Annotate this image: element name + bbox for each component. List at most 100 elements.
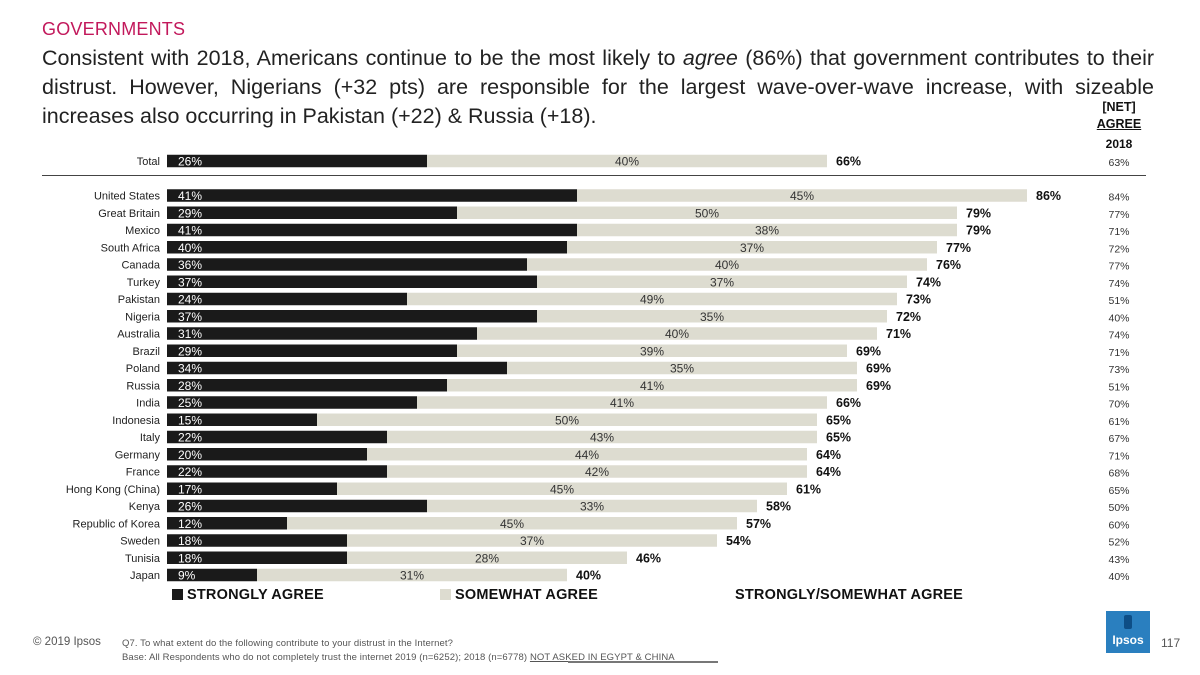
bar-strongly-agree [167,344,457,357]
logo-mark-icon [1124,615,1132,629]
category-label: France [126,467,160,479]
label-somewhat-agree: 35% [700,310,724,324]
section-label: GOVERNMENTS [42,19,186,39]
bar-strongly-agree [167,448,367,461]
bar-strongly-agree [167,517,287,530]
copyright: © 2019 Ipsos [33,636,101,648]
category-label: Italy [140,432,161,444]
bar-somewhat-agree [407,292,897,306]
label-somewhat-agree: 33% [580,500,604,514]
label-total-agree: 72% [896,310,921,324]
label-total-agree: 69% [856,344,881,358]
label-strongly-agree: 28% [178,379,202,393]
label-net-2018: 68% [1108,468,1129,480]
headline-part-2: (86%) that government contributes to the… [42,46,1155,128]
label-net-2018: 52% [1108,537,1129,549]
label-somewhat-agree: 43% [590,431,614,445]
category-label: Canada [121,260,160,272]
label-net-2018: 40% [1108,571,1129,583]
net-agree-header: [NET] AGREE [1090,99,1148,133]
label-somewhat-agree: 42% [585,465,609,479]
category-label: India [136,398,161,410]
bar-strongly-agree [167,413,317,426]
bar-somewhat-agree [507,361,857,375]
label-strongly-agree: 41% [178,224,202,238]
label-net-2018: 77% [1108,209,1129,221]
bar-strongly-agree [167,430,387,444]
label-net-2018: 70% [1108,399,1129,411]
legend-somewhat-swatch [440,589,451,600]
bar-somewhat-agree [257,568,567,582]
label-somewhat-agree: 49% [640,293,664,307]
label-strongly-agree: 9% [178,569,196,583]
bar-somewhat-agree [287,517,737,530]
category-label: Poland [126,363,160,375]
label-total-agree: 65% [826,431,851,445]
label-somewhat-agree: 50% [695,206,719,220]
bar-strongly-agree [167,327,477,340]
footnote: Q7. To what extent do the following cont… [122,637,675,665]
category-label: Germany [115,449,161,461]
label-strongly-agree: 26% [178,155,202,169]
label-total-agree: 76% [936,258,961,272]
bar-strongly-agree [167,241,567,254]
headline-part-1: Consistent with 2018, Americans continue… [42,46,683,70]
bar-strongly-agree [167,499,427,513]
label-strongly-agree: 36% [178,258,202,272]
label-net-2018: 43% [1108,554,1129,566]
category-label: Pakistan [118,294,160,306]
bar-strongly-agree [167,568,257,582]
label-total-agree: 69% [866,362,891,376]
label-total-agree: 79% [966,206,991,220]
bar-somewhat-agree [527,258,927,271]
label-somewhat-agree: 38% [755,224,779,238]
label-somewhat-agree: 45% [790,189,814,203]
label-total-agree: 86% [1036,189,1061,203]
label-total-agree: 73% [906,293,931,307]
bar-strongly-agree [167,223,577,237]
category-label: Indonesia [112,415,161,427]
label-net-2018: 71% [1108,226,1129,238]
label-somewhat-agree: 28% [475,551,499,565]
stacked-bar-chart: Total 26% 40% 66% 63% United States 41% 45% 86% 8… [66,155,1130,584]
label-somewhat-agree: 41% [640,379,664,393]
label-somewhat-agree: 39% [640,344,664,358]
bar-strongly-agree [167,482,337,495]
label-net-2018: 77% [1108,261,1129,273]
label-total-agree: 66% [836,396,861,410]
label-somewhat-agree: 31% [400,569,424,583]
label-somewhat-agree: 45% [500,517,524,531]
bar-strongly-agree [167,551,347,564]
bar-somewhat-agree [447,379,857,392]
year-2018-header: 2018 [1105,137,1133,151]
label-total-agree: 71% [886,327,911,341]
category-label: Tunisia [125,553,161,565]
bar-somewhat-agree [567,241,937,254]
category-label: Mexico [125,225,160,237]
question-text: Q7. To what extent do the following cont… [122,638,454,649]
category-label: Russia [126,380,161,392]
label-net-2018: 67% [1108,433,1129,445]
label-strongly-agree: 29% [178,206,202,220]
bar-strongly-agree [167,396,417,409]
label-somewhat-agree: 40% [615,155,639,169]
label-somewhat-agree: 37% [740,241,764,255]
page-number: 117 [1161,636,1181,650]
label-net-2018: 74% [1108,278,1129,290]
label-strongly-agree: 15% [178,413,202,427]
category-label: United States [94,191,161,203]
label-strongly-agree: 22% [178,465,202,479]
label-net-2018: 51% [1108,381,1129,393]
label-net-2018: 50% [1108,502,1129,514]
label-net-2018: 51% [1108,295,1129,307]
label-net-2018: 73% [1108,364,1129,376]
label-somewhat-agree: 50% [555,413,579,427]
label-strongly-agree: 29% [178,344,202,358]
legend-somewhat-label: SOMEWHAT AGREE [455,587,598,603]
label-somewhat-agree: 37% [520,534,544,548]
label-net-2018: 71% [1108,347,1129,359]
label-total-agree: 64% [816,465,841,479]
label-somewhat-agree: 41% [610,396,634,410]
label-total-agree: 66% [836,155,861,169]
label-strongly-agree: 24% [178,293,202,307]
